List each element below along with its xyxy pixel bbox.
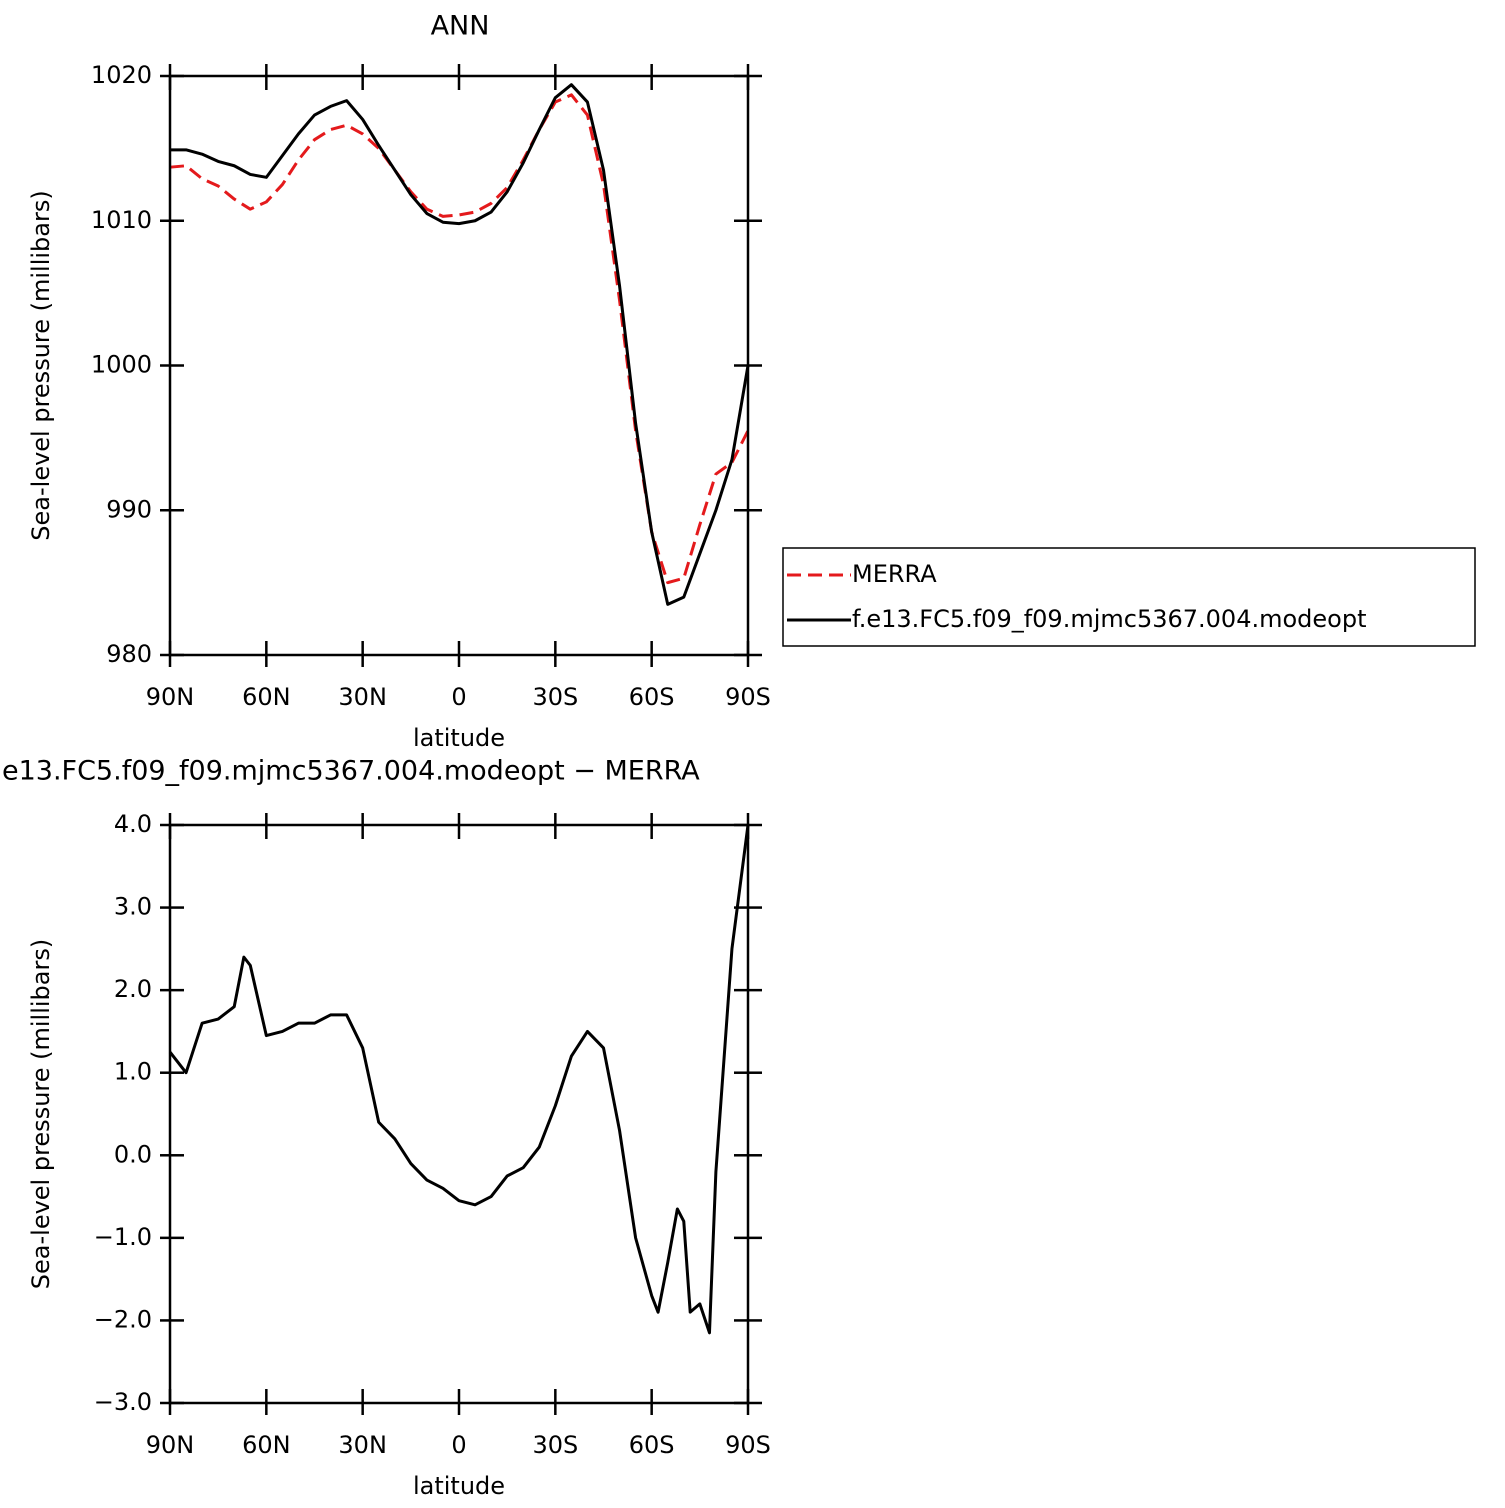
chart-title: ANN xyxy=(431,11,490,42)
y-axis-label: Sea-level pressure (millibars) xyxy=(27,190,55,540)
y-tick-label: 0.0 xyxy=(114,1140,152,1168)
x-tick-label: 30N xyxy=(338,1431,387,1459)
x-tick-label: 90N xyxy=(146,683,195,711)
legend-label: MERRA xyxy=(852,560,937,588)
data-line xyxy=(168,824,750,1335)
y-tick-label: 1000 xyxy=(91,351,152,379)
x-tick-label: 30N xyxy=(338,683,387,711)
y-tick-label: −3.0 xyxy=(94,1388,152,1416)
x-tick-label: 60S xyxy=(629,1431,675,1459)
chart-title: e13.FC5.f09_f09.mjmc5367.004.modeopt − M… xyxy=(2,756,700,787)
y-tick-label: −1.0 xyxy=(94,1223,152,1251)
axes-frame xyxy=(168,74,750,657)
x-tick-label: 30S xyxy=(532,683,578,711)
data-line xyxy=(170,83,750,606)
data-line xyxy=(169,93,750,585)
x-tick-label: 90N xyxy=(146,1431,195,1459)
x-tick-label: 60N xyxy=(242,1431,291,1459)
axes-frame xyxy=(168,823,750,1405)
x-tick-label: 60S xyxy=(629,683,675,711)
y-tick-label: −2.0 xyxy=(94,1305,152,1333)
x-tick-label: 90S xyxy=(725,683,771,711)
y-tick-label: 3.0 xyxy=(114,893,152,921)
y-tick-label: 4.0 xyxy=(114,810,152,838)
x-tick-label: 0 xyxy=(451,683,466,711)
x-tick-label: 90S xyxy=(725,1431,771,1459)
y-tick-label: 1020 xyxy=(91,61,152,89)
x-axis-label: latitude xyxy=(413,724,505,752)
legend-label: f.e13.FC5.f09_f09.mjmc5367.004.modeopt xyxy=(852,605,1367,633)
y-tick-label: 980 xyxy=(106,640,152,668)
y-tick-label: 1.0 xyxy=(114,1058,152,1086)
x-tick-label: 60N xyxy=(242,683,291,711)
x-tick-label: 0 xyxy=(451,1431,466,1459)
y-axis-label: Sea-level pressure (millibars) xyxy=(27,939,55,1289)
x-axis-label: latitude xyxy=(413,1472,505,1500)
y-tick-label: 2.0 xyxy=(114,975,152,1003)
y-tick-label: 990 xyxy=(106,495,152,523)
x-tick-label: 30S xyxy=(532,1431,578,1459)
legend-box xyxy=(782,547,1476,647)
y-tick-label: 1010 xyxy=(91,206,152,234)
